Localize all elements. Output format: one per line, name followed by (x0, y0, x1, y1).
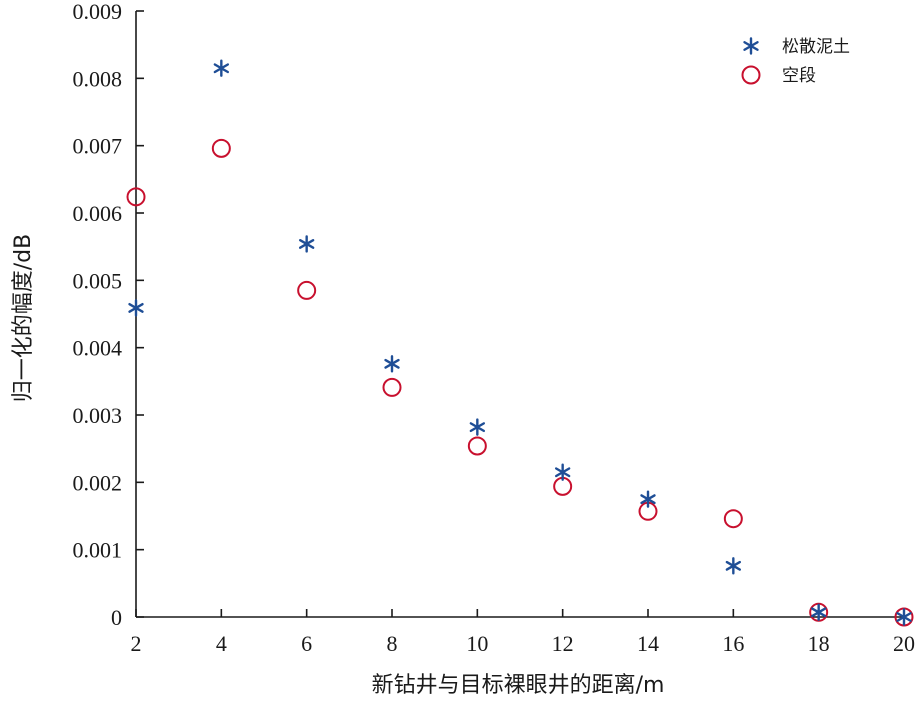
y-tick-label: 0.006 (73, 201, 123, 226)
y-tick-label: 0.002 (73, 470, 123, 495)
y-axis-title: 归一化的幅度/dB (11, 234, 36, 402)
asterisk-point (213, 59, 230, 77)
x-tick-label: 10 (466, 631, 488, 656)
x-axis-title: 新钻井与目标裸眼井的距离/m (372, 673, 665, 698)
asterisk-point (554, 463, 571, 481)
x-tick-label: 16 (722, 631, 744, 656)
x-tick-label: 6 (301, 631, 312, 656)
circle-point (297, 280, 317, 300)
legend-asterisk-icon (743, 37, 759, 55)
circle-point (723, 509, 743, 529)
series-0 (128, 59, 912, 626)
asterisk-point (896, 608, 912, 626)
asterisk-point (298, 235, 315, 253)
y-tick-label: 0.001 (73, 538, 123, 563)
x-tick-label: 18 (808, 631, 830, 656)
circle-point (382, 377, 402, 397)
asterisk-point (469, 418, 486, 436)
y-tick-label: 0.003 (73, 403, 123, 428)
x-tick-label: 2 (131, 631, 142, 656)
y-axis-ticks: 0 0.001 0.002 0.003 0.004 0.005 0.006 0.007 0.00… (73, 0, 144, 630)
series-1 (126, 138, 914, 627)
y-tick-label: 0 (111, 605, 122, 630)
asterisk-point (384, 355, 400, 373)
asterisk-point (640, 490, 656, 508)
legend-entry-label: 松散泥土 (782, 37, 850, 57)
circle-point (211, 138, 231, 158)
asterisk-point (725, 557, 742, 575)
series-layer (126, 59, 914, 627)
x-tick-label: 20 (893, 631, 915, 656)
y-tick-label: 0.008 (73, 66, 123, 91)
asterisk-point (128, 299, 144, 317)
x-axis-ticks: 2 4 6 8 10 12 14 16 18 20 (131, 609, 915, 656)
legend-circle-icon (741, 65, 761, 85)
y-tick-label: 0.007 (73, 134, 123, 159)
x-tick-label: 4 (216, 631, 227, 656)
circle-point (467, 436, 487, 456)
asterisk-point (810, 603, 827, 621)
x-tick-label: 12 (552, 631, 574, 656)
x-tick-label: 8 (387, 631, 398, 656)
circle-point (126, 187, 146, 207)
y-tick-label: 0.009 (73, 0, 123, 24)
y-tick-label: 0.005 (73, 268, 123, 293)
legend-entry-label: 空段 (782, 66, 816, 86)
x-tick-label: 14 (637, 631, 659, 656)
y-tick-label: 0.004 (73, 336, 123, 361)
axes (135, 11, 904, 618)
